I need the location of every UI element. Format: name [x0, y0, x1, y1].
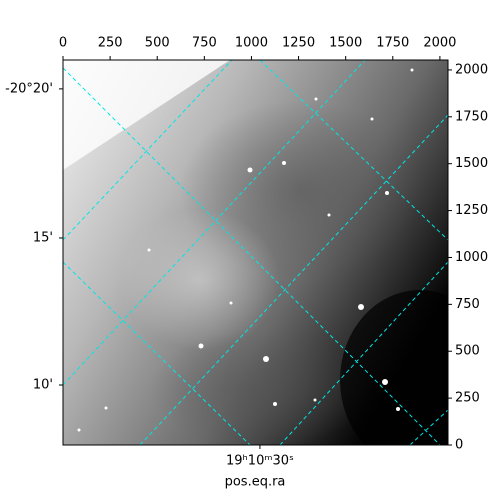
right-tick-label: 1500	[455, 156, 488, 171]
top-tick-label: 1500	[329, 36, 362, 51]
sky-image	[63, 60, 448, 445]
right-tick-label: 2000	[455, 62, 488, 77]
top-tick-label: 1250	[282, 36, 315, 51]
bottom-tick-label: 19ʰ10ᵐ30ˢ	[226, 454, 294, 469]
top-tick-label: 500	[145, 36, 170, 51]
top-tick-label: 250	[98, 36, 123, 51]
top-tick-label: 1000	[235, 36, 268, 51]
top-tick-label: 1750	[376, 36, 409, 51]
top-tick-label: 0	[59, 36, 67, 51]
right-tick-label: 750	[455, 297, 480, 312]
axes-frame	[62, 59, 449, 446]
right-tick-label: 500	[455, 344, 480, 359]
right-tick-label: 1000	[455, 250, 488, 265]
top-tick-label: 2000	[423, 36, 456, 51]
left-tick-label: -20°20'	[5, 81, 53, 96]
right-tick-label: 0	[455, 438, 463, 453]
right-tick-label: 250	[455, 391, 480, 406]
x-axis-label: pos.eq.ra	[225, 475, 286, 490]
left-tick-label: 10'	[33, 377, 53, 392]
top-tick-label: 750	[192, 36, 217, 51]
right-tick-label: 1250	[455, 203, 488, 218]
right-tick-label: 1750	[455, 109, 488, 124]
left-tick-label: 15'	[33, 230, 53, 245]
